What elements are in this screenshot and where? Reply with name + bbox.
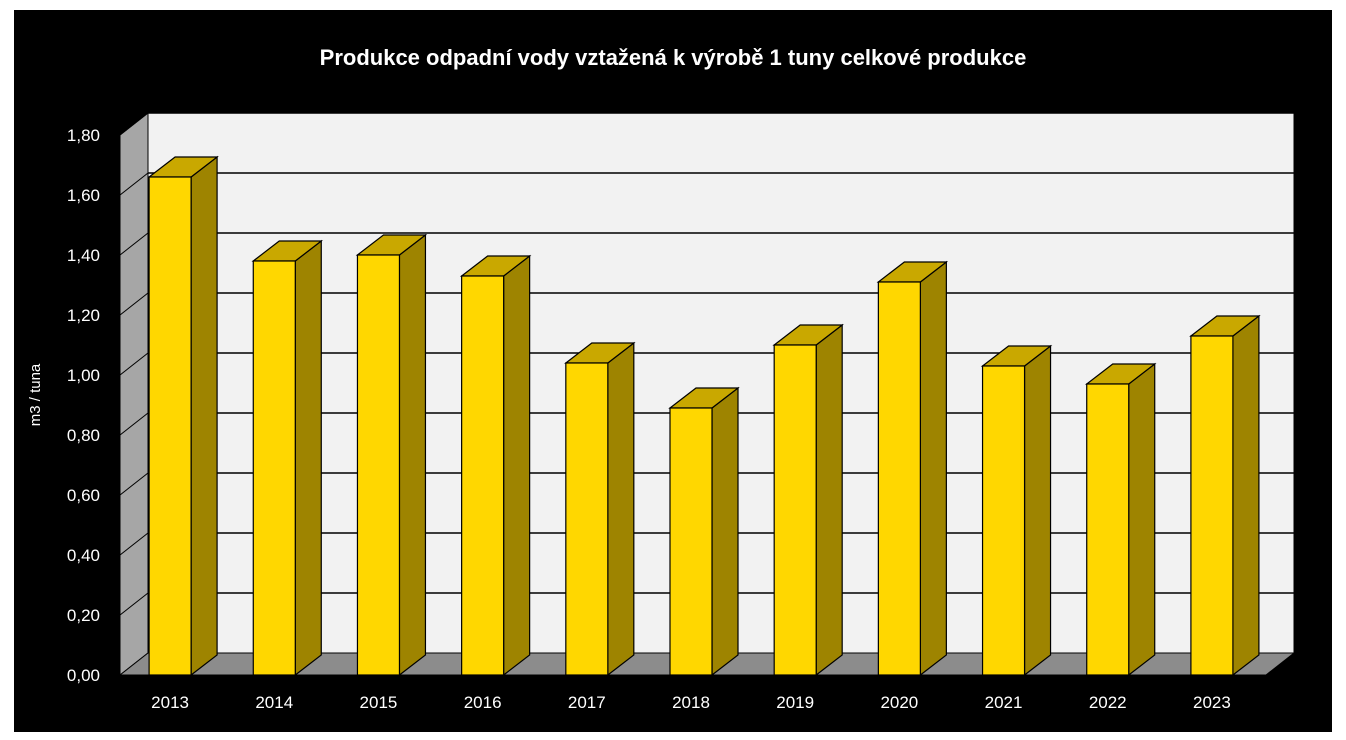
- y-axis-title: m3 / tuna: [27, 363, 44, 426]
- bar-side: [607, 341, 635, 677]
- bars: [147, 155, 1261, 677]
- y-tick-label: 1,80: [67, 126, 100, 145]
- x-tick-label: 2022: [1089, 693, 1127, 712]
- bar: [251, 239, 324, 677]
- bar-front: [461, 275, 505, 676]
- bar: [980, 344, 1053, 677]
- bar-side: [1128, 362, 1156, 677]
- y-tick-label: 0,40: [67, 546, 100, 565]
- bar: [564, 341, 636, 677]
- x-tick-label: 2020: [880, 693, 918, 712]
- y-tick-label: 1,40: [67, 246, 100, 265]
- x-tick-label: 2018: [672, 693, 710, 712]
- gridline-side: [119, 472, 149, 496]
- bar-front: [669, 407, 713, 676]
- x-tick-label: 2019: [776, 693, 814, 712]
- gridline-side: [119, 112, 149, 136]
- x-tick-label: 2021: [985, 693, 1023, 712]
- side-wall: [119, 111, 149, 677]
- bar-front: [148, 176, 192, 676]
- bar: [459, 254, 532, 677]
- bar-side: [294, 239, 322, 677]
- bar-front: [877, 281, 921, 676]
- y-tick-label: 0,20: [67, 606, 100, 625]
- bar-side: [919, 260, 947, 677]
- bar-front: [252, 260, 296, 676]
- bar-side: [503, 254, 531, 677]
- bar: [668, 386, 740, 677]
- bar: [772, 323, 844, 677]
- x-tick-label: 2015: [360, 693, 398, 712]
- bar-side: [398, 233, 427, 677]
- bar-front: [773, 344, 817, 676]
- bar: [876, 260, 949, 677]
- y-tick-label: 0,80: [67, 426, 100, 445]
- y-tick-label: 0,60: [67, 486, 100, 505]
- gridline-side: [119, 592, 149, 616]
- x-axis-ticks: 2013 2014 2015 2016 2017 2018 2019 2020 2021 2022…: [151, 693, 1231, 712]
- x-tick-label: 2014: [255, 693, 293, 712]
- bar-side: [1232, 314, 1260, 677]
- gridline-side: [119, 532, 149, 556]
- chart-title: Produkce odpadní vody vztažená k výrobě …: [319, 45, 1027, 70]
- x-tick-label: 2023: [1193, 693, 1231, 712]
- gridline-side: [119, 352, 149, 376]
- x-tick-label: 2017: [568, 693, 606, 712]
- bar-front: [1190, 335, 1234, 676]
- y-tick-label: 1,60: [67, 186, 100, 205]
- bar-front: [356, 254, 401, 676]
- gridline-side: [119, 172, 149, 196]
- bar-side: [190, 155, 218, 677]
- x-tick-label: 2013: [151, 693, 189, 712]
- y-axis-ticks: 0,00 0,20 0,40 0,60 0,80 1,00 1,20 1,40 1,60 1,80: [67, 126, 100, 685]
- y-tick-label: 0,00: [67, 666, 100, 685]
- bar-side: [1023, 344, 1052, 677]
- gridline-side: [119, 232, 149, 256]
- bar: [1189, 314, 1261, 677]
- y-tick-label: 1,00: [67, 366, 100, 385]
- bar-side: [711, 386, 739, 677]
- bar-side: [815, 323, 843, 677]
- gridline-side: [119, 412, 149, 436]
- bar: [147, 155, 219, 677]
- bar: [1084, 362, 1157, 677]
- bar: [355, 233, 428, 677]
- x-tick-label: 2016: [464, 693, 502, 712]
- gridline-side: [119, 292, 149, 316]
- bar-front: [1086, 383, 1130, 676]
- bar-front: [981, 365, 1026, 676]
- bar-front: [565, 362, 609, 676]
- y-tick-label: 1,20: [67, 306, 100, 325]
